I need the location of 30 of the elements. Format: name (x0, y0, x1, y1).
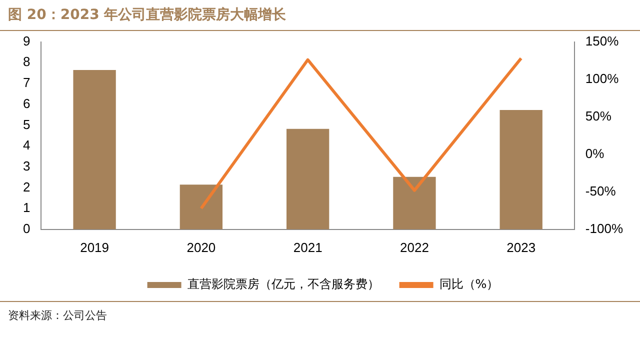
x-tick-label: 2019 (80, 240, 110, 255)
bar (73, 70, 116, 230)
y-tick-label: 2 (22, 179, 30, 194)
y2-tick-label: 150% (585, 33, 620, 48)
y-tick-label: 4 (22, 138, 30, 153)
y-tick-label: 0 (22, 220, 30, 236)
bar (393, 176, 436, 230)
x-tick-label: 2023 (506, 240, 536, 255)
y2-tick-label: -100% (585, 220, 624, 236)
y-tick-label: 7 (22, 75, 30, 90)
x-tick-label: 2022 (400, 240, 429, 255)
y2-tick-label: 0% (585, 146, 605, 161)
bar (180, 184, 223, 230)
y2-tick-label: -50% (585, 183, 616, 198)
y-tick-label: 9 (22, 33, 30, 48)
y-tick-label: 3 (22, 158, 30, 174)
y2-tick-label: 50% (585, 108, 612, 124)
bar (500, 110, 542, 230)
x-tick-label: 2020 (186, 240, 216, 255)
legend-label: 同比（%） (439, 277, 499, 292)
y-tick-label: 8 (22, 54, 30, 70)
y-tick-label: 1 (22, 200, 30, 216)
legend-label: 直营影院票房（亿元，不含服务费） (187, 277, 380, 292)
bar (286, 128, 330, 230)
y2-tick-label: 100% (585, 70, 620, 86)
y-tick-label: 5 (22, 116, 30, 132)
text: 资料来源：公司公告 (0, 301, 640, 329)
x-tick-label: 2021 (293, 240, 322, 255)
chart-title: 图 20：2023 年公司直营影院票房大幅增长 (0, 0, 640, 31)
y-tick-label: 6 (22, 96, 30, 111)
